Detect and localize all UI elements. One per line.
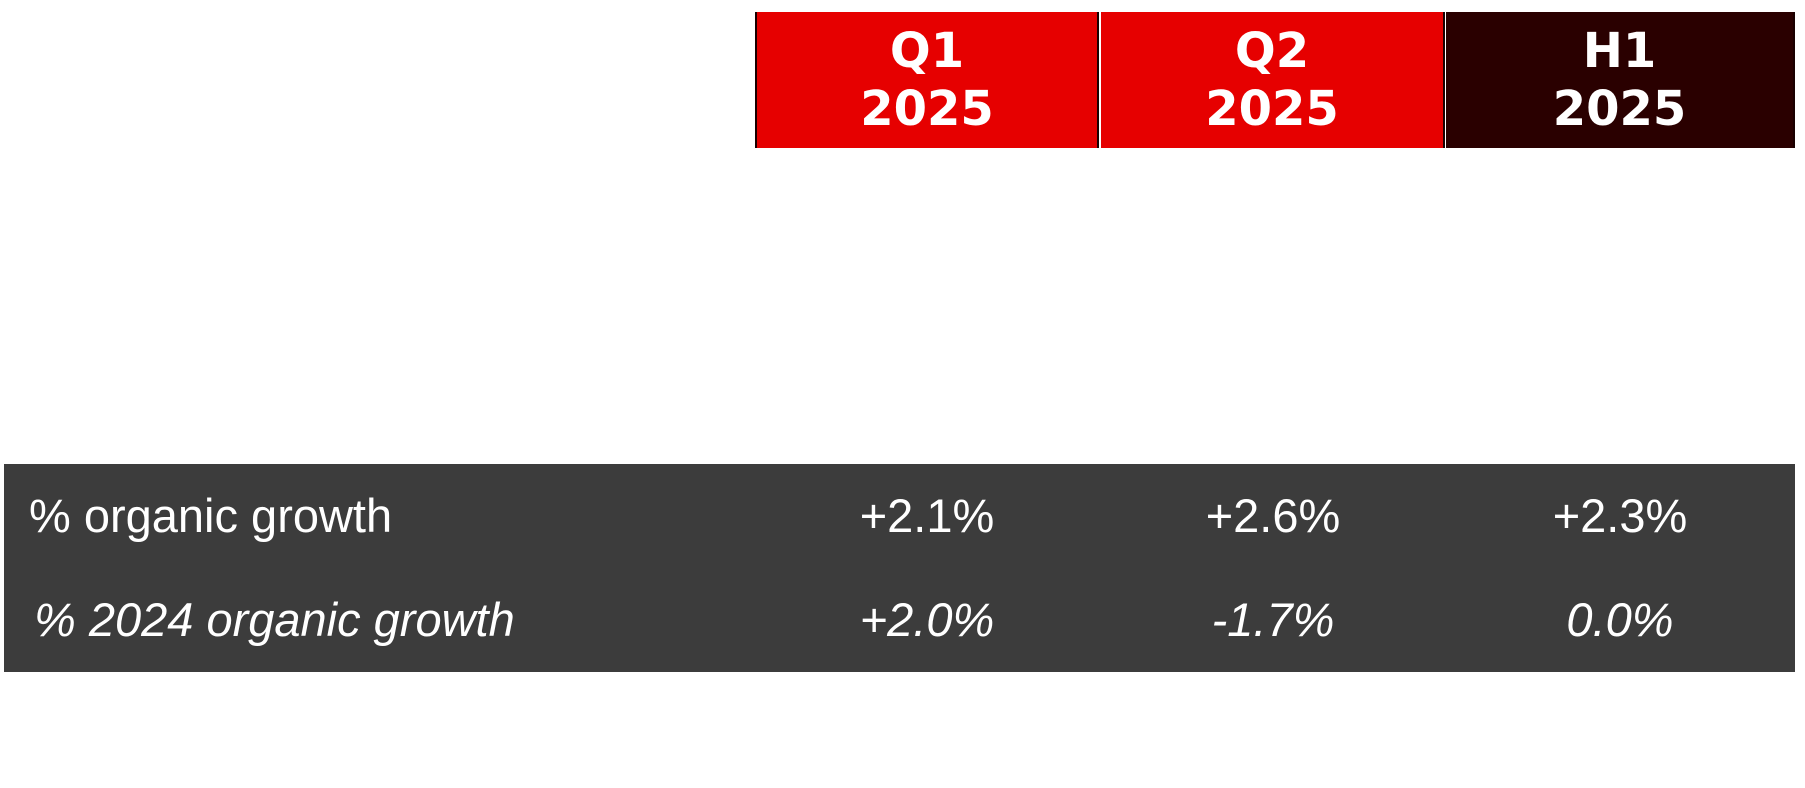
row-label: % organic growth [29, 489, 393, 542]
cell-q1: +2.0% [859, 593, 995, 646]
column-header-period: H1 [1582, 23, 1657, 79]
column-header-q2-2025: Q2 2025 [1101, 12, 1445, 148]
cell-h1: 0.0% [1566, 593, 1674, 646]
column-header-year: 2025 [860, 81, 994, 137]
row-label: % 2024 organic growth [34, 593, 515, 646]
cell-q1: +2.1% [859, 489, 995, 542]
growth-table-band: % organic growth +2.1% +2.6% +2.3% % 202… [4, 464, 1795, 672]
cell-q2: +2.6% [1205, 489, 1341, 542]
column-header-q1-2025: Q1 2025 [755, 12, 1099, 148]
column-header-period: Q2 [1234, 23, 1310, 79]
column-header-year: 2025 [1552, 81, 1687, 137]
cell-h1: +2.3% [1552, 489, 1688, 542]
table-row-organic-growth: % organic growth +2.1% +2.6% +2.3% [4, 464, 1795, 568]
column-header-h1-2025: H1 2025 [1446, 12, 1795, 148]
column-header-period: Q1 [889, 23, 965, 79]
cell-q2: -1.7% [1211, 593, 1335, 646]
table-row-2024-organic-growth: % 2024 organic growth +2.0% -1.7% 0.0% [4, 568, 1795, 672]
column-header-year: 2025 [1205, 81, 1339, 137]
